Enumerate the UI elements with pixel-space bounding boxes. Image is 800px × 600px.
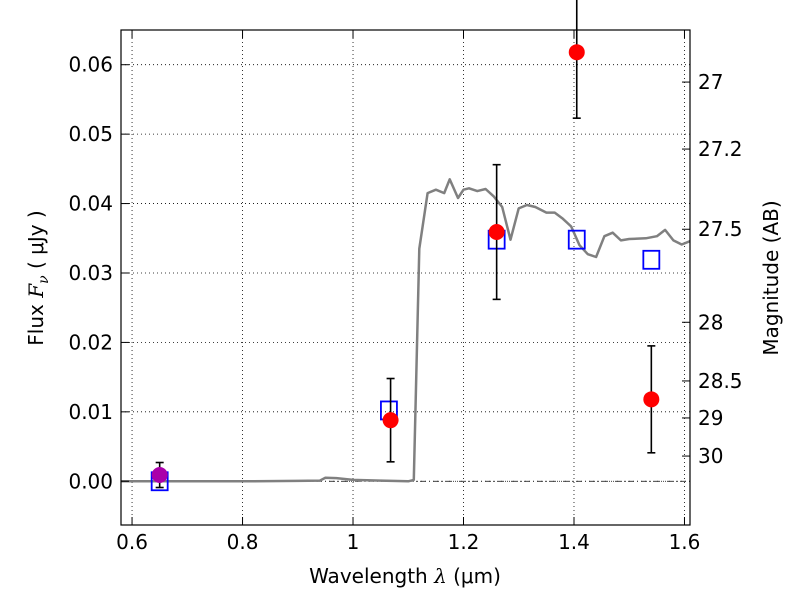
y-tick-label: 0.05 <box>68 122 113 146</box>
x-tick-label: 1.4 <box>558 530 590 554</box>
template-band-square <box>642 249 661 270</box>
observed-flux-point <box>488 224 505 241</box>
x-tick-label: 1.2 <box>448 530 480 554</box>
data-points <box>150 0 661 492</box>
sed-template-line <box>121 178 690 483</box>
axis-ticks: 0.6 0.8 1 1.2 1.4 1.6 0.00 0.01 0.02 0.03 0.04 0.05… <box>68 30 743 554</box>
y-tick-label: 0.01 <box>68 400 113 424</box>
x-tick-label: 0.6 <box>116 530 148 554</box>
y2-tick-label: 27.2 <box>698 137 743 161</box>
y2-tick-label: 28.5 <box>698 369 743 393</box>
y2-axis-label: Magnitude (AB) <box>759 200 783 355</box>
y-tick-label: 0.04 <box>68 192 113 216</box>
y2-tick-label: 28 <box>698 310 723 334</box>
y-tick-label: 0.02 <box>68 330 113 354</box>
plot-frame <box>120 29 691 526</box>
low-significance-point <box>151 467 168 484</box>
template-band-square <box>567 229 586 250</box>
x-axis-label: Wavelength λ (μm) <box>309 564 501 588</box>
y2-tick-label: 27 <box>698 70 723 94</box>
y2-tick-label: 29 <box>698 406 723 430</box>
data-series <box>121 178 690 483</box>
y-tick-label: 0.03 <box>68 261 113 285</box>
observed-flux-point <box>568 44 585 61</box>
y-tick-label: 0.06 <box>68 53 113 77</box>
observed-flux-point <box>382 412 399 429</box>
x-tick-label: 1.6 <box>669 530 701 554</box>
x-tick-label: 0.8 <box>227 530 259 554</box>
y2-tick-label: 27.5 <box>698 217 743 241</box>
y-tick-label: 0.00 <box>68 469 113 493</box>
y2-tick-label: 30 <box>698 444 723 468</box>
observed-flux-point <box>643 391 660 408</box>
grid <box>121 30 690 525</box>
x-tick-label: 1 <box>347 530 360 554</box>
y-axis-label: Flux Fν ( μJy ) <box>24 210 52 345</box>
